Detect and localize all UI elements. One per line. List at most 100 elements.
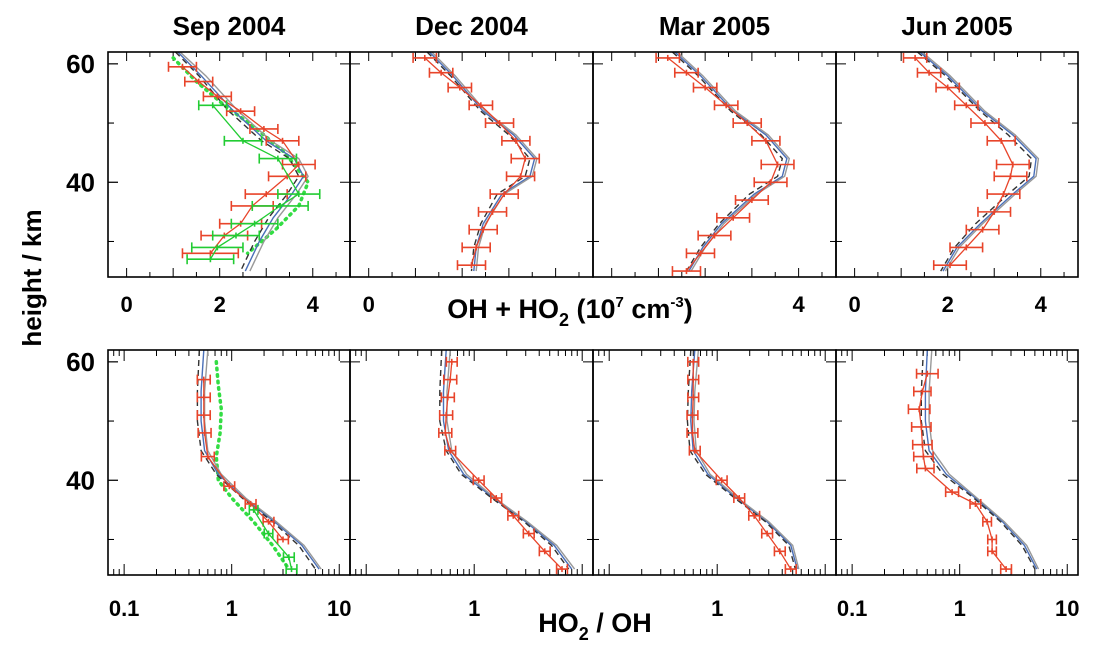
obs-red-point — [784, 564, 797, 575]
obs-red-point — [412, 52, 438, 63]
top-x-tick-label: 4 — [1035, 292, 1048, 317]
obs-red-point — [167, 61, 198, 72]
obs-green-point — [277, 189, 321, 200]
obs-red-point — [911, 439, 933, 450]
obs-red-point — [438, 410, 454, 421]
top-x-tick-label: 2 — [214, 292, 226, 317]
obs-red-point — [986, 546, 998, 557]
obs-red-point — [202, 91, 233, 102]
obs-red-point — [912, 451, 934, 462]
bottom-x-label-main: HO — [538, 608, 579, 638]
top-content-0 — [167, 52, 321, 272]
obs-red-point — [445, 356, 458, 367]
obs-red-point — [200, 451, 216, 462]
bottom-x-tick-label: 1 — [226, 596, 238, 621]
obs-red-point — [902, 52, 928, 63]
obs-red-point — [716, 212, 751, 223]
model-c-series — [921, 52, 1040, 272]
obs-green-point — [223, 135, 263, 146]
obs-red-point — [915, 368, 939, 379]
obs-red-point — [444, 445, 457, 456]
model-c-series — [203, 350, 322, 570]
obs-red-point — [673, 67, 699, 78]
model-b-series — [920, 350, 1036, 570]
bottom-x-tick-label: 0.1 — [109, 596, 140, 621]
panel-title: Mar 2005 — [659, 11, 770, 41]
obs-red-point — [442, 374, 458, 385]
obs-green-point — [197, 100, 228, 111]
obs-red-point — [970, 118, 1000, 129]
obs-red-point — [751, 135, 781, 146]
model-a-series — [428, 52, 536, 272]
bottom-frame-1 — [349, 349, 594, 576]
top-x-tick-label: 2 — [942, 292, 954, 317]
obs-red-point — [949, 242, 984, 253]
obs-red-point — [944, 487, 960, 498]
top-x-tick-label: 4 — [307, 292, 320, 317]
obs-red-point — [977, 206, 1012, 217]
model-a-series — [442, 350, 573, 570]
obs-red-point — [916, 463, 935, 474]
green-dotted-series — [171, 56, 311, 256]
top-content-3 — [902, 52, 1040, 272]
panel-title: Jun 2005 — [901, 11, 1012, 41]
top-ticks-3 — [826, 52, 1078, 277]
model-a-series — [924, 350, 1038, 570]
obs-red-point — [522, 528, 535, 539]
bottom-panel-1: 1 — [340, 349, 594, 621]
obs-red-point — [196, 410, 212, 421]
bottom-content-2 — [686, 350, 800, 575]
obs-red-point — [484, 118, 515, 129]
bottom-ticks-3 — [826, 350, 1078, 575]
top-ticks-0 — [108, 52, 337, 277]
bottom-frame-0 — [107, 349, 351, 576]
obs-red-point — [461, 242, 491, 253]
obs-red-point — [181, 248, 240, 259]
bottom-content-3 — [907, 350, 1040, 575]
top-x-tick-label: 0 — [363, 292, 375, 317]
obs-red-point — [734, 195, 770, 206]
obs-red-point — [438, 427, 453, 438]
obs-red-point — [686, 427, 699, 438]
obs-red-point — [223, 481, 236, 492]
obs-red-point — [489, 189, 520, 200]
top-y-tick-label: 60 — [66, 49, 95, 79]
bottom-panel-2: 1 — [583, 349, 837, 621]
bottom-x-tick-label: 0.1 — [837, 596, 868, 621]
bottom-frame-3 — [835, 349, 1079, 576]
obs-red-point — [697, 230, 732, 241]
obs-green-point — [190, 242, 244, 253]
obs-red-point — [982, 516, 993, 527]
obs-red-series — [424, 57, 526, 266]
bottom-ticks-2 — [583, 350, 826, 575]
bottom-x-tick-label: 1 — [468, 596, 480, 621]
top-x-label-unit-post: ) — [684, 294, 693, 324]
obs-red-point — [715, 475, 728, 486]
obs-red-point — [276, 534, 290, 545]
model-a-series — [919, 52, 1037, 272]
model-a-series — [200, 350, 320, 570]
obs-red-point — [732, 118, 763, 129]
obs-red-point — [995, 159, 1030, 170]
bottom-x-tick-label: 1 — [711, 596, 723, 621]
obs-red-point — [910, 421, 932, 432]
obs-red-point — [281, 159, 316, 170]
top-panel-1: 0 — [340, 51, 594, 317]
top-ticks-1 — [340, 52, 580, 277]
obs-red-point — [760, 528, 774, 539]
bottom-x-label-sub: 2 — [579, 624, 589, 644]
obs-red-point — [760, 159, 795, 170]
bottom-y-tick-label: 60 — [66, 347, 95, 377]
obs-red-point — [969, 498, 982, 509]
obs-red-point — [428, 67, 454, 78]
obs-red-point — [510, 153, 541, 164]
top-x-label-unit-mid: cm — [624, 294, 671, 324]
obs-red-point — [685, 248, 716, 259]
bottom-ticks-0 — [108, 350, 340, 575]
top-frame-3 — [835, 51, 1079, 278]
obs-red-point — [183, 76, 214, 87]
top-content-1 — [412, 52, 541, 272]
bottom-x-axis-label: HO2 / OH — [538, 608, 652, 644]
obs-red-point — [692, 82, 718, 93]
bottom-x-tick-label: 10 — [1055, 596, 1079, 621]
